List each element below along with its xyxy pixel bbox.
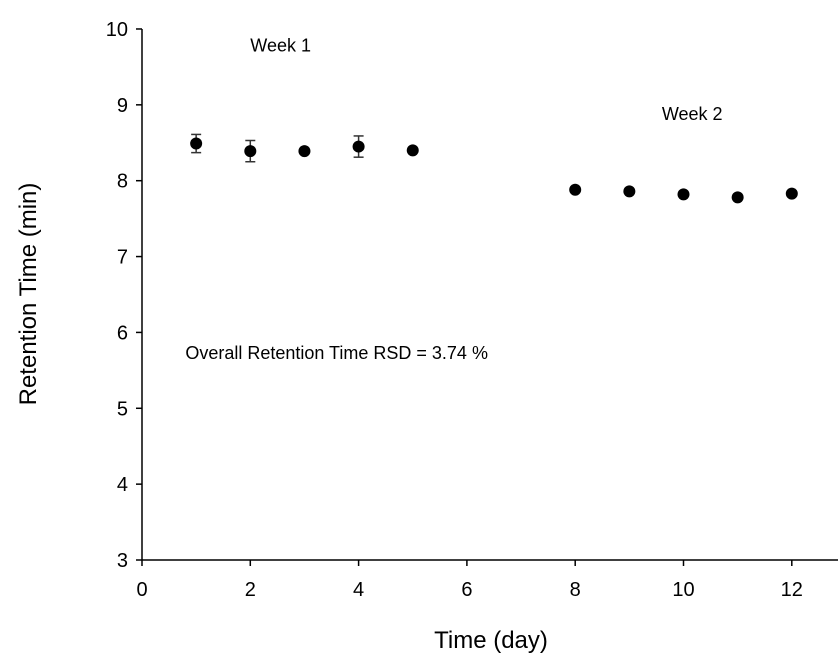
x-tick-label: 10: [672, 579, 694, 601]
data-point: [677, 188, 690, 201]
data-point: [785, 187, 798, 200]
x-tick-label: 8: [570, 579, 581, 601]
y-axis-title: Retention Time (min): [15, 183, 42, 406]
y-tick-label: 5: [117, 398, 128, 420]
x-tick-label: 4: [353, 579, 364, 601]
x-tick-label: 6: [461, 579, 472, 601]
y-tick-label: 8: [117, 171, 128, 193]
x-tick-label: 0: [136, 579, 147, 601]
data-point: [731, 191, 744, 204]
x-tick-label: 12: [781, 579, 803, 601]
data-point: [623, 185, 636, 198]
data-points: [190, 137, 798, 204]
x-tick-label: 2: [245, 579, 256, 601]
annotation-label: Week 1: [250, 36, 311, 56]
y-tick-label: 10: [106, 19, 128, 41]
data-point: [244, 145, 257, 158]
data-point: [406, 144, 419, 157]
annotation-label: Overall Retention Time RSD = 3.74 %: [185, 343, 488, 363]
y-tick-label: 4: [117, 474, 128, 496]
data-point: [352, 140, 365, 153]
y-tick-label: 9: [117, 95, 128, 117]
axes: 0 2 4 6 8 10 12 3 4 5 6 7 8 9 10: [106, 19, 838, 601]
data-point: [190, 137, 203, 150]
y-tick-label: 7: [117, 247, 128, 269]
annotations: Week 1 Week 2 Overall Retention Time RSD =…: [185, 36, 722, 363]
x-axis-title: Time (day): [434, 627, 548, 654]
y-tick-label: 3: [117, 550, 128, 572]
data-point: [569, 183, 582, 196]
data-point: [298, 145, 311, 158]
annotation-label: Week 2: [662, 104, 723, 124]
error-bars: [191, 133, 364, 163]
y-tick-label: 6: [117, 322, 128, 344]
